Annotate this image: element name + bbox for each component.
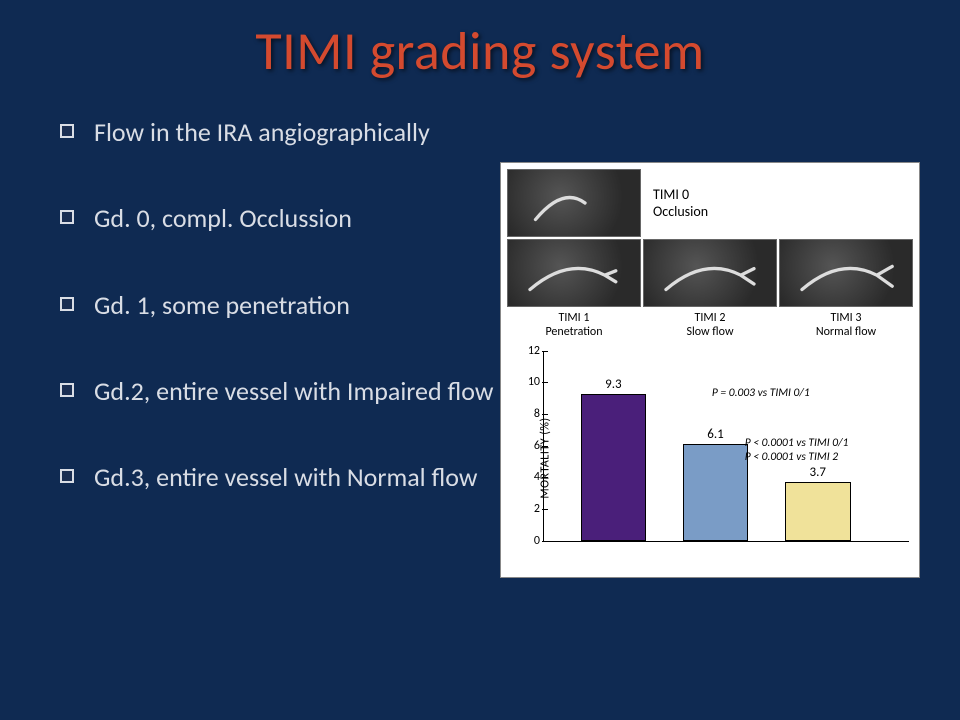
angio-image-timi1 bbox=[507, 239, 641, 307]
angio-image-timi2 bbox=[643, 239, 777, 307]
chart-bar-value: 9.3 bbox=[605, 377, 621, 392]
chart-plot-area: 0246810129.36.13.7P = 0.003 vs TIMI 0/1P… bbox=[543, 352, 909, 542]
chart-ytick: 12 bbox=[516, 344, 540, 358]
angio-top-label-line2: Occlusion bbox=[653, 203, 913, 221]
chart-annotation: P < 0.0001 vs TIMI 0/1 bbox=[745, 436, 849, 451]
chart-ytick: 4 bbox=[516, 470, 540, 484]
mortality-bar-chart: MORTALITY (%) 0246810129.36.13.7P = 0.00… bbox=[507, 346, 913, 571]
bullet-item: Gd.3, entire vessel with Normal flow bbox=[60, 457, 500, 497]
angio-caption-3: TIMI 3 Normal flow bbox=[779, 309, 913, 340]
bullet-text: Gd. 0, compl. Occlussion bbox=[94, 198, 352, 238]
chart-ytick: 6 bbox=[516, 439, 540, 453]
chart-ytick: 8 bbox=[516, 407, 540, 421]
slide-title: TIMI grading system bbox=[0, 0, 960, 84]
chart-ytick: 0 bbox=[516, 534, 540, 548]
chart-bar: 3.7 bbox=[785, 482, 851, 541]
bullet-marker-icon bbox=[60, 469, 74, 483]
chart-bar-value: 6.1 bbox=[707, 427, 723, 442]
bullet-item: Flow in the IRA angiographically bbox=[60, 112, 500, 152]
bullet-text: Gd. 1, some penetration bbox=[94, 285, 350, 325]
bullet-marker-icon bbox=[60, 383, 74, 397]
chart-bar: 9.3 bbox=[581, 394, 647, 541]
bullet-text: Gd.2, entire vessel with Impaired flow bbox=[94, 371, 493, 411]
bullet-marker-icon bbox=[60, 124, 74, 138]
chart-bar: 6.1 bbox=[683, 444, 749, 541]
angio-caption-1: TIMI 1 Penetration bbox=[507, 309, 641, 340]
angio-caption-2: TIMI 2 Slow flow bbox=[643, 309, 777, 340]
chart-annotation: P = 0.003 vs TIMI 0/1 bbox=[712, 386, 810, 401]
bullet-item: Gd. 0, compl. Occlussion bbox=[60, 198, 500, 238]
angiogram-grid: TIMI 0 Occlusion TIMI 1 Penetration TIMI… bbox=[507, 169, 913, 340]
bullet-item: Gd. 1, some penetration bbox=[60, 285, 500, 325]
chart-annotation: P < 0.0001 vs TIMI 2 bbox=[745, 450, 838, 465]
figure-panel: TIMI 0 Occlusion TIMI 1 Penetration TIMI… bbox=[500, 162, 920, 578]
bullet-item: Gd.2, entire vessel with Impaired flow bbox=[60, 371, 500, 411]
title-text: TIMI grading system bbox=[255, 18, 704, 84]
bullet-marker-icon bbox=[60, 210, 74, 224]
bullet-list: Flow in the IRA angiographically Gd. 0, c… bbox=[60, 102, 500, 578]
chart-bar-value: 3.7 bbox=[810, 465, 826, 480]
angio-top-label-line1: TIMI 0 bbox=[653, 186, 913, 204]
content-area: Flow in the IRA angiographically Gd. 0, c… bbox=[0, 84, 960, 578]
bullet-text: Gd.3, entire vessel with Normal flow bbox=[94, 457, 477, 497]
bullet-marker-icon bbox=[60, 297, 74, 311]
chart-ytick: 10 bbox=[516, 375, 540, 389]
angio-image-timi3 bbox=[779, 239, 913, 307]
bullet-text: Flow in the IRA angiographically bbox=[94, 112, 430, 152]
chart-ytick: 2 bbox=[516, 502, 540, 516]
angio-top-label: TIMI 0 Occlusion bbox=[643, 169, 913, 237]
angio-image-timi0 bbox=[507, 169, 641, 237]
